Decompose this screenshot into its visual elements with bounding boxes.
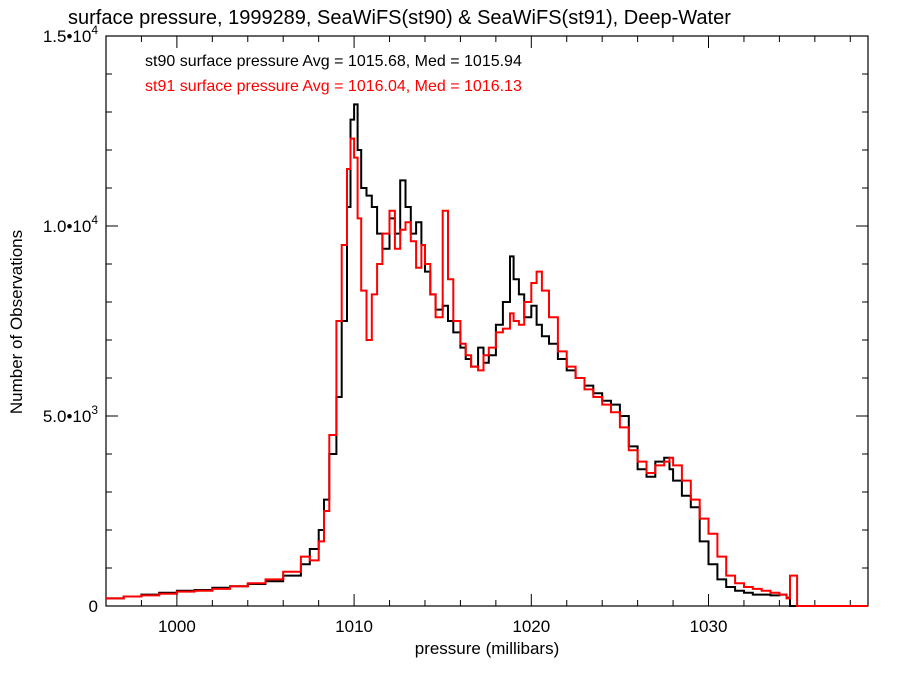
y-tick-label: 1.5•104 [43, 23, 99, 46]
y-tick-mantissa: 5.0•10 [43, 407, 92, 426]
chart-title: surface pressure, 1999289, SeaWiFS(st90)… [68, 7, 731, 29]
y-tick-mantissa: 1.5•10 [43, 27, 92, 46]
y-tick-label: 0 [89, 597, 98, 616]
y-tick-mantissa: 0 [89, 597, 98, 616]
legend-st90: st90 surface pressure Avg = 1015.68, Med… [145, 53, 522, 70]
y-tick-label: 1.0•104 [43, 213, 99, 236]
y-tick-exponent: 3 [91, 403, 98, 417]
legend-st91: st91 surface pressure Avg = 1016.04, Med… [145, 78, 522, 95]
y-tick-label: 5.0•103 [43, 403, 99, 426]
y-tick-exponent: 4 [91, 213, 98, 227]
y-tick-exponent: 4 [91, 23, 98, 37]
x-tick-label: 1030 [690, 617, 728, 636]
series-layer [106, 103, 868, 607]
x-tick-label: 1000 [158, 617, 196, 636]
y-axis-title: Number of Observations [7, 230, 26, 414]
series-st91-line [106, 137, 868, 607]
x-tick-label: 1020 [512, 617, 550, 636]
plot-frame [105, 35, 869, 607]
x-axis-title: pressure (millibars) [415, 639, 560, 658]
y-tick-mantissa: 1.0•10 [43, 217, 92, 236]
x-tick-label: 1010 [335, 617, 373, 636]
